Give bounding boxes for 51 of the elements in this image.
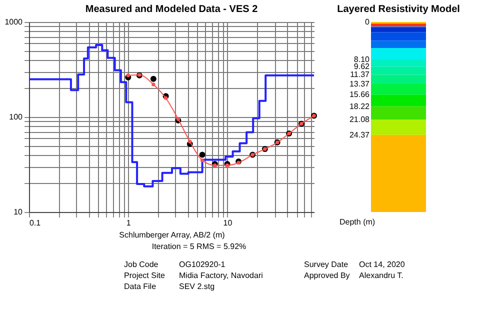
y-tick-label: 100 — [9, 112, 24, 122]
y-tick-label: 0 — [365, 18, 370, 26]
bar — [371, 66, 426, 75]
text: Survey Date — [304, 260, 349, 269]
y-tick-label: 15.66 — [349, 90, 370, 100]
y-tick-label: 24.37 — [349, 130, 370, 140]
point — [152, 82, 156, 86]
text: Data File — [124, 282, 157, 291]
bar — [371, 40, 426, 48]
bar — [371, 94, 426, 106]
text: SEV 2.stg — [179, 282, 215, 291]
chart-title: Measured and Modeled Data - VES 2 — [85, 4, 258, 15]
text: OG102920-1 — [179, 260, 226, 269]
bar — [371, 106, 426, 120]
text: Job Code — [124, 260, 159, 269]
bar — [371, 134, 426, 212]
text: Oct 14, 2020 — [359, 260, 406, 269]
point — [164, 96, 168, 100]
point — [199, 152, 206, 158]
point — [176, 117, 180, 121]
bar — [371, 27, 426, 32]
y-tick-label: 10 — [14, 208, 24, 216]
point — [150, 76, 156, 82]
bar — [371, 84, 426, 95]
y-tick-label: 21.08 — [349, 115, 370, 124]
text: Iteration = 5 RMS = 5.92% — [152, 242, 246, 251]
text: Project Site — [124, 271, 166, 280]
y-tick-label: 11.37 — [350, 70, 370, 80]
bar — [371, 60, 426, 67]
y-tick-label: 8.10 — [354, 55, 370, 64]
y-axis-title: Depth (m) — [340, 218, 376, 226]
text: Alexandru T. — [359, 271, 404, 280]
text: Approved By — [304, 271, 350, 280]
x-tick-label: 1 — [126, 218, 132, 228]
text: Midia Factory, Navodari — [179, 271, 264, 280]
y-tick-label: 1000 — [4, 18, 24, 26]
bar — [371, 120, 426, 135]
bar — [371, 32, 426, 41]
bar — [371, 48, 426, 60]
x-tick-label: 0.1 — [30, 218, 42, 228]
x-axis-title: Schlumberger Array, AB/2 (m) — [119, 230, 226, 240]
x-tick-label: 10 — [223, 218, 233, 228]
y-tick-label: 18.22 — [349, 102, 370, 111]
y-tick-label: 9.62 — [354, 62, 370, 72]
point — [126, 74, 130, 78]
point — [200, 158, 204, 162]
y-tick-label: 13.37 — [349, 79, 370, 88]
chart-title: Layered Resistivity Model — [337, 4, 460, 15]
bar — [371, 24, 426, 26]
point — [188, 140, 192, 144]
bar — [371, 74, 426, 84]
